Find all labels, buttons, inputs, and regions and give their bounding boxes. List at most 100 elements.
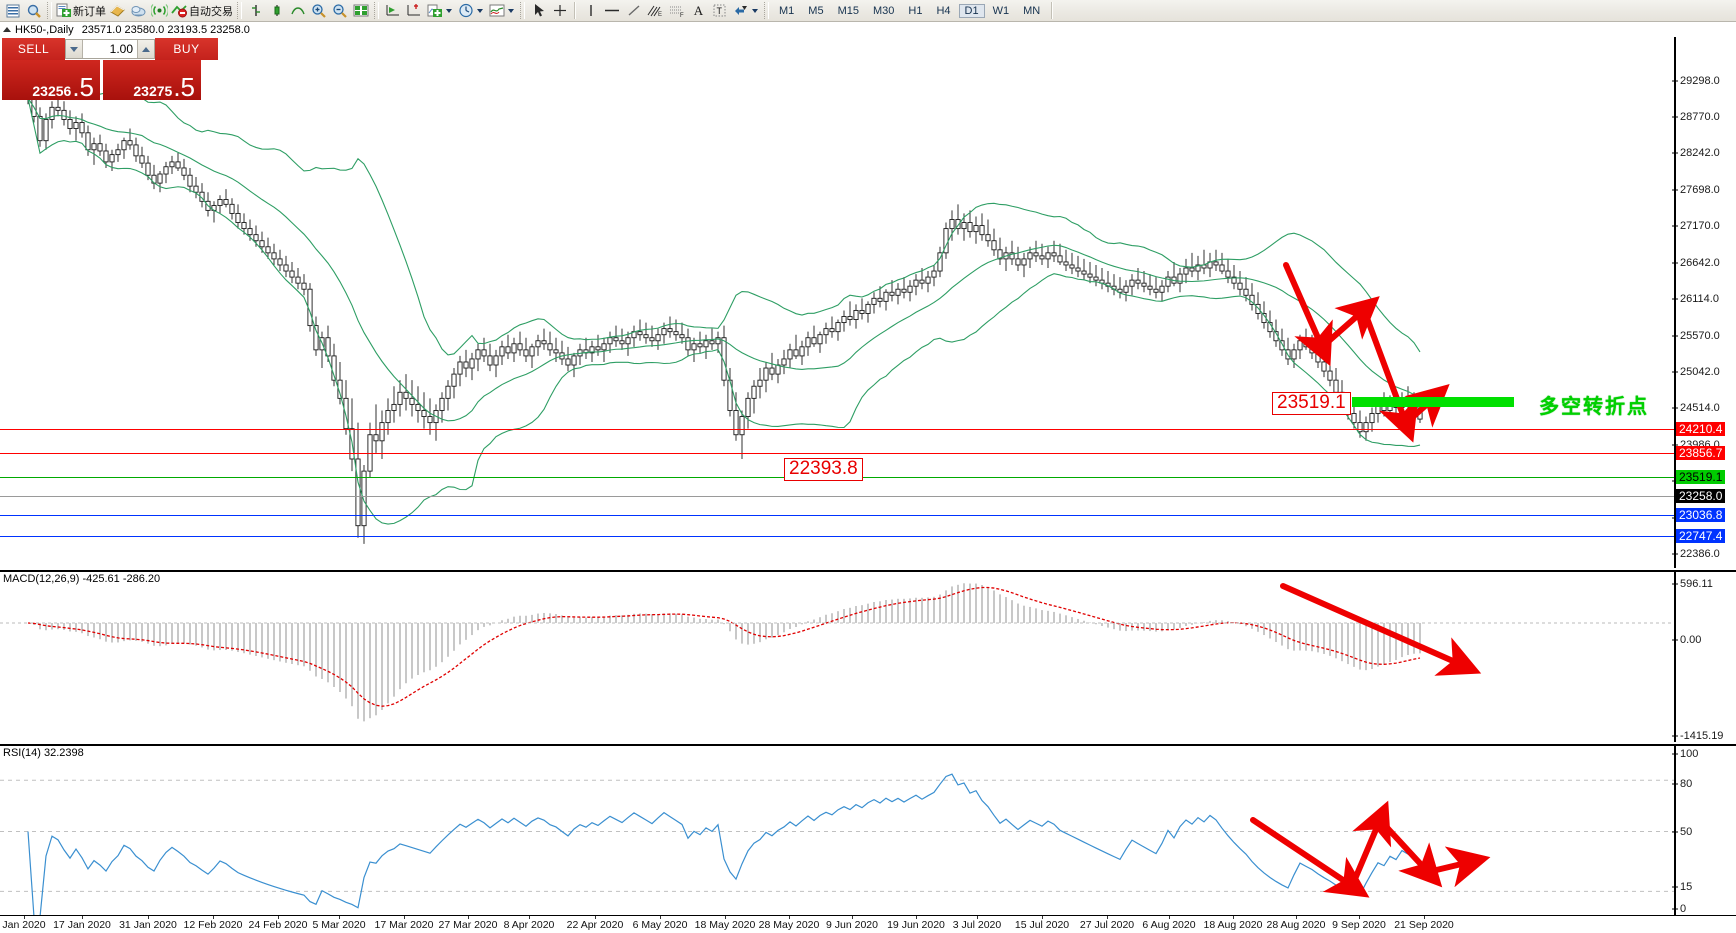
time-axis-tick <box>529 916 530 919</box>
timeframe-d1[interactable]: D1 <box>958 3 985 18</box>
signals-icon[interactable] <box>149 1 170 21</box>
text-icon[interactable]: A <box>693 2 704 18</box>
rsi-axis-tick-label: 80 <box>1680 778 1693 790</box>
buy-button[interactable]: BUY <box>155 38 218 60</box>
rsi-axis-tick-label: 15 <box>1680 881 1693 893</box>
toolbar-grip-4[interactable] <box>520 2 525 19</box>
buy-price-display[interactable]: 23275 .5 <box>103 60 201 100</box>
templates-icon[interactable] <box>486 1 507 21</box>
zoom-out-icon[interactable] <box>329 1 350 21</box>
horizontal-line-icon[interactable] <box>601 1 623 21</box>
candlestick-chart-icon[interactable] <box>266 1 287 21</box>
time-axis-tick <box>1296 916 1297 919</box>
macd-axis-tick-mark <box>1672 735 1678 737</box>
price-axis-tick-mark <box>1672 407 1678 409</box>
periods-icon[interactable] <box>455 1 476 21</box>
price-axis-line <box>1674 37 1676 568</box>
time-axis-label: 5 Mar 2020 <box>312 919 366 931</box>
timeframe-h1[interactable]: H1 <box>908 4 923 17</box>
price-level-line[interactable] <box>0 496 1674 497</box>
timeframe-m1[interactable]: M1 <box>779 4 795 17</box>
price-axis-tick-label: 25570.0 <box>1680 330 1720 342</box>
volume-increase-button[interactable] <box>137 40 154 58</box>
price-axis-tick-mark <box>1672 80 1678 82</box>
metaeditor-icon[interactable] <box>107 1 128 21</box>
macd-axis-tick-label: 0.00 <box>1680 634 1702 646</box>
svg-text:F: F <box>680 13 684 18</box>
price-level-line[interactable] <box>0 429 1674 430</box>
strategy-tester-icon[interactable] <box>128 1 149 21</box>
price-axis-tick-label: 26114.0 <box>1680 293 1719 305</box>
line-chart-icon[interactable] <box>287 1 308 21</box>
indicators-dropdown-icon[interactable] <box>446 8 452 13</box>
periods-dropdown-icon[interactable] <box>477 8 483 13</box>
trendline-icon[interactable] <box>623 1 644 21</box>
toolbar-sep-1 <box>574 2 576 19</box>
zoom-in-icon[interactable] <box>308 1 329 21</box>
rsi-line <box>27 773 1421 915</box>
autotrading-button[interactable]: 自动交易 <box>170 1 234 21</box>
main-toolbar: 新订单 自动交易 <box>0 0 1736 22</box>
timeframe-m30[interactable]: M30 <box>872 4 895 17</box>
toolbar-sep-end <box>1051 2 1054 19</box>
price-level-line[interactable] <box>0 515 1674 516</box>
indicators-icon[interactable] <box>424 1 445 21</box>
time-axis-label: 3 Jul 2020 <box>952 919 1002 931</box>
arrows-icon[interactable] <box>730 1 751 21</box>
sell-price-display[interactable]: 23256 .5 <box>2 60 100 100</box>
price-level-line[interactable] <box>0 453 1674 454</box>
chart-shift-end-icon[interactable] <box>403 1 424 21</box>
toolbar-grip-3[interactable] <box>374 2 379 19</box>
time-axis-tick <box>24 916 25 919</box>
toolbar-grip-5[interactable] <box>764 2 769 19</box>
chart-shift-icon[interactable] <box>350 1 371 21</box>
crosshair-icon[interactable] <box>549 1 570 21</box>
price-axis-tick-label: 26642.0 <box>1680 257 1720 269</box>
timeframe-w1[interactable]: W1 <box>992 4 1010 17</box>
timeframe-h4[interactable]: H4 <box>936 4 951 17</box>
chart-header: HK50-,Daily 23571.0 23580.0 23193.5 2325… <box>0 22 1736 37</box>
time-axis-label: 9 Sep 2020 <box>1332 919 1386 931</box>
price-axis-tick-label: 28770.0 <box>1680 111 1720 123</box>
timeframe-mn[interactable]: MN <box>1023 4 1041 17</box>
time-axis-label: 27 Mar 2020 <box>438 919 498 931</box>
fibonacci-retracement-icon[interactable]: F <box>666 1 688 21</box>
support-price-annotation: 23519.1 <box>1272 392 1351 415</box>
toolbar-grip[interactable] <box>47 2 52 19</box>
equidistant-channel-icon[interactable]: E <box>644 1 666 21</box>
sell-button[interactable]: SELL <box>2 38 65 60</box>
time-axis[interactable]: Jan 2020 17 Jan 2020 31 Jan 2020 12 Feb 202… <box>0 915 1736 933</box>
time-axis-label: 6 May 2020 <box>632 919 688 931</box>
market-watch-icon[interactable] <box>2 1 23 21</box>
rsi-plot-area[interactable] <box>0 746 1674 915</box>
volume-input[interactable]: 1.00 <box>83 40 137 58</box>
macd-plot-area[interactable] <box>0 572 1674 742</box>
toolbar-grip-2[interactable] <box>237 2 242 19</box>
rsi-pane: RSI(14) 32.2398 100 80 50 15 0 <box>0 744 1736 915</box>
text-label-icon[interactable]: T <box>709 1 730 21</box>
price-plot-area[interactable] <box>0 37 1674 568</box>
timeframe-m5[interactable]: M5 <box>808 4 824 17</box>
templates-dropdown-icon[interactable] <box>508 8 514 13</box>
arrows-dropdown-icon[interactable] <box>752 8 758 13</box>
time-axis-tick <box>82 916 83 919</box>
volume-stepper[interactable]: 1.00 <box>65 39 155 59</box>
price-axis-tick-label: 22386.0 <box>1680 548 1720 560</box>
timeframe-m15[interactable]: M15 <box>837 4 859 17</box>
price-level-tag: 23258.0 <box>1676 489 1726 503</box>
bar-chart-icon[interactable] <box>245 1 266 21</box>
new-order-button[interactable]: 新订单 <box>55 1 107 21</box>
cursor-icon[interactable] <box>528 1 549 21</box>
auto-scroll-icon[interactable] <box>382 1 403 21</box>
data-window-icon[interactable] <box>23 1 44 21</box>
price-level-line[interactable] <box>0 536 1674 537</box>
collapse-triangle-icon[interactable] <box>3 27 11 32</box>
macd-label: MACD(12,26,9) -425.61 -286.20 <box>3 573 161 585</box>
price-level-tag: 23856.7 <box>1676 446 1726 460</box>
vertical-line-icon[interactable] <box>580 1 601 21</box>
volume-decrease-button[interactable] <box>66 40 83 58</box>
price-level-tag: 23036.8 <box>1676 508 1726 522</box>
time-axis-tick <box>213 916 214 919</box>
time-axis-label: 28 Aug 2020 <box>1266 919 1326 931</box>
